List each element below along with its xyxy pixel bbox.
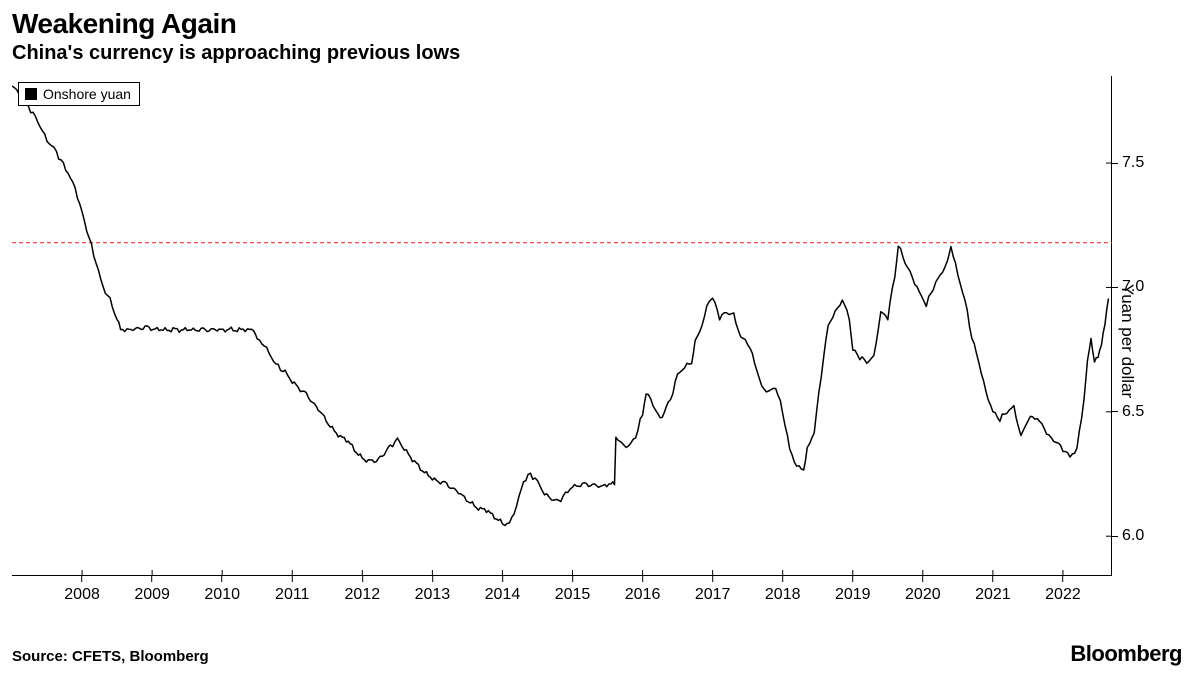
y-tick: 6.0 [1112,527,1144,545]
chart-subtitle: China's currency is approaching previous… [0,40,1200,65]
x-tick: 2009 [134,576,170,604]
x-tick: 2013 [415,576,451,604]
x-tick: 2015 [555,576,591,604]
brand-label: Bloomberg [1070,641,1182,667]
x-tick: 2018 [765,576,801,604]
legend-label: Onshore yuan [43,86,131,102]
x-tick: 2012 [345,576,381,604]
x-tick: 2008 [64,576,100,604]
x-tick: 2021 [975,576,1011,604]
y-tick: 6.5 [1112,403,1144,421]
line-chart-svg [12,76,1112,576]
chart-legend: Onshore yuan [18,82,140,106]
x-tick: 2016 [625,576,661,604]
x-tick: 2017 [695,576,731,604]
x-tick: 2011 [275,576,309,604]
chart-source: Source: CFETS, Bloomberg [12,648,209,665]
x-tick: 2014 [485,576,521,604]
y-tick: 7.5 [1112,154,1144,172]
x-axis-ticks: 2008 2009 2010 2011 2012 2013 2014 2015 2016 2017… [12,576,1112,616]
plot-region [12,76,1112,576]
legend-swatch [25,88,37,100]
x-tick: 2019 [835,576,871,604]
x-tick: 2020 [905,576,941,604]
chart-title: Weakening Again [0,0,1200,40]
x-tick: 2022 [1045,576,1081,604]
y-axis-label: Yuan per dollar [1117,284,1137,398]
chart-area: Onshore yuan 6.06.57.07.5 20082009201020… [12,76,1188,606]
x-tick: 2010 [204,576,240,604]
